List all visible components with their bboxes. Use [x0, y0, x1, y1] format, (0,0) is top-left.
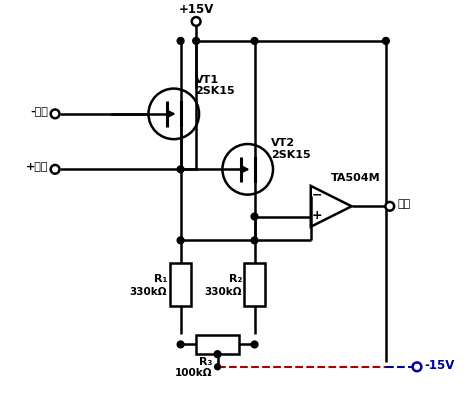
Circle shape [177, 37, 184, 44]
Text: R₂: R₂ [228, 274, 242, 284]
Text: 330kΩ: 330kΩ [130, 287, 167, 297]
Text: +15V: +15V [179, 2, 214, 16]
Bar [196, 335, 239, 354]
Text: 100kΩ: 100kΩ [175, 368, 213, 378]
Text: 输出: 输出 [398, 199, 411, 209]
Text: −: − [311, 189, 322, 201]
Circle shape [177, 166, 184, 173]
Circle shape [385, 202, 394, 211]
Circle shape [251, 341, 258, 348]
Circle shape [177, 237, 184, 244]
Text: +: + [311, 209, 322, 222]
Circle shape [215, 364, 220, 370]
Text: R₃: R₃ [200, 357, 213, 367]
Circle shape [251, 37, 258, 44]
Bar [170, 263, 191, 306]
Circle shape [51, 110, 59, 118]
Circle shape [413, 363, 421, 371]
Text: R₁: R₁ [153, 274, 167, 284]
Bar [244, 263, 265, 306]
Text: TA504M: TA504M [331, 173, 380, 183]
Text: -15V: -15V [425, 359, 455, 372]
Circle shape [192, 17, 200, 26]
Circle shape [177, 341, 184, 348]
Circle shape [193, 37, 200, 44]
Circle shape [251, 213, 258, 220]
Circle shape [214, 351, 221, 358]
Text: +输入: +输入 [26, 162, 48, 172]
Circle shape [251, 237, 258, 244]
Circle shape [51, 165, 59, 174]
Text: 330kΩ: 330kΩ [204, 287, 242, 297]
Text: -输入: -输入 [30, 107, 48, 117]
Circle shape [382, 37, 389, 44]
Text: VT2
2SK15: VT2 2SK15 [271, 138, 311, 159]
Text: VT1
2SK15: VT1 2SK15 [195, 75, 235, 96]
